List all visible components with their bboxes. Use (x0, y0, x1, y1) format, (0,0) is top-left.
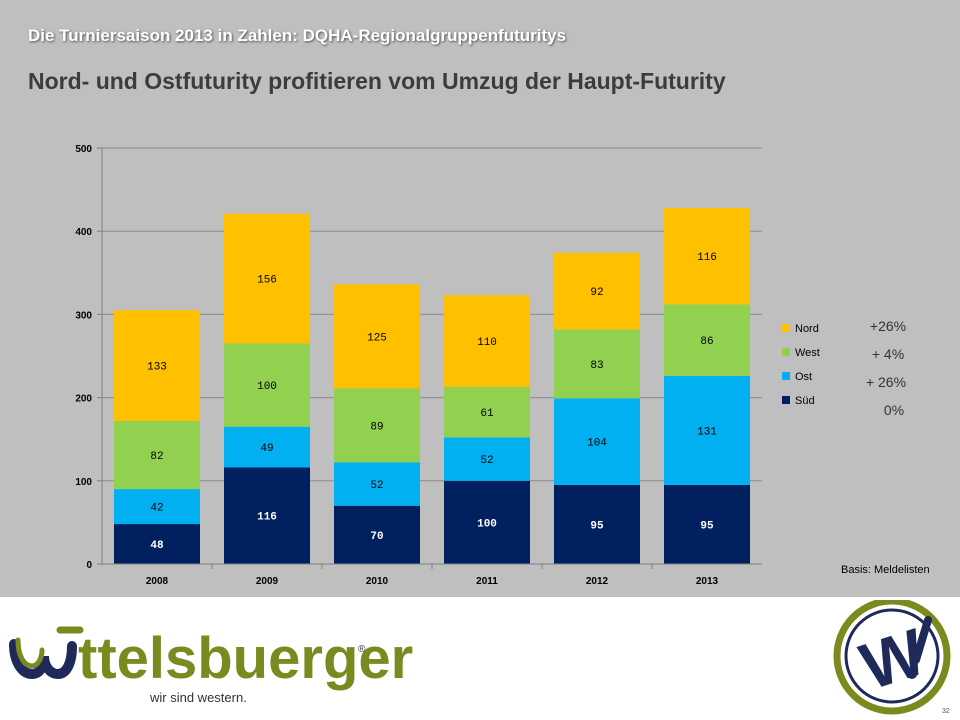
x-axis-ticks: 2008 2009 2010 2011 2012 2013 (146, 564, 719, 587)
brand-badge: W (833, 600, 951, 715)
data-label: 100 (257, 381, 277, 393)
bar-segment-west (114, 420, 200, 490)
bar-segment-nord (554, 252, 640, 330)
bar-segment-süd (334, 505, 420, 564)
bar-segment-west (444, 386, 530, 438)
x-tick-label: 2010 (366, 576, 389, 587)
y-tick-label: 500 (75, 144, 92, 155)
data-label: 52 (370, 480, 383, 492)
change-annotations: +26% + 4% + 26% 0% (866, 318, 906, 418)
brand-slogan: wir sind western. (150, 690, 247, 705)
bar-segment-ost (114, 489, 200, 525)
bar-segment-nord (664, 207, 750, 305)
bar-segment-süd (114, 524, 200, 564)
change-label-süd: 0% (884, 402, 904, 418)
data-label: 133 (147, 362, 167, 374)
legend-swatch (782, 396, 790, 404)
data-label: 110 (477, 337, 497, 349)
chart-gridlines (102, 147, 762, 565)
brand-wordmark: ttelsbuerger (78, 626, 413, 691)
data-label: 82 (150, 451, 163, 463)
chart-axes (101, 148, 762, 565)
data-label: 95 (590, 520, 604, 532)
data-label: 104 (587, 438, 607, 450)
x-tick-label: 2013 (696, 576, 719, 587)
chart-legend: Nord West Ost Süd (782, 323, 820, 407)
bar-segment-nord (224, 213, 310, 344)
registered-mark: ® (358, 644, 366, 655)
data-label: 49 (260, 443, 273, 455)
brand-logo-area: ttelsbuerger ® W (9, 600, 951, 715)
brand-w-mark (9, 626, 84, 680)
data-label: 52 (480, 455, 493, 467)
bar-segment-süd (444, 480, 530, 564)
bar-segment-süd (224, 467, 310, 564)
data-label: 131 (697, 426, 717, 438)
data-label: 95 (700, 520, 714, 532)
data-label: 125 (367, 332, 387, 344)
x-tick-label: 2009 (256, 576, 279, 587)
legend-swatch (782, 348, 790, 356)
data-label: 48 (150, 540, 164, 552)
chart-bars: 48 42 82 133 116 49 100 156 70 52 89 125 100 52 61 110 9… (114, 207, 750, 564)
data-label: 156 (257, 275, 277, 287)
y-tick-label: 100 (75, 477, 92, 488)
bar-segment-ost (444, 437, 530, 481)
bar-segment-west (664, 304, 750, 376)
data-label: 116 (697, 252, 717, 264)
bar-segment-ost (554, 398, 640, 485)
data-label: 42 (150, 503, 163, 515)
source-note: Basis: Meldelisten (841, 564, 930, 576)
bar-segment-ost (224, 426, 310, 468)
x-tick-label: 2012 (586, 576, 609, 587)
bar-segment-west (224, 343, 310, 427)
y-tick-label: 0 (86, 560, 92, 571)
y-tick-label: 200 (75, 394, 92, 405)
x-tick-label: 2008 (146, 576, 169, 587)
y-axis-ticks: 0 100 200 300 400 500 (75, 144, 102, 571)
bar-segment-nord (334, 284, 420, 389)
data-label: 116 (257, 512, 277, 524)
bar-segment-nord (114, 310, 200, 421)
legend-swatch (782, 324, 790, 332)
legend-label: Ost (795, 371, 812, 383)
data-label: 92 (590, 287, 603, 299)
data-label: 83 (590, 360, 603, 372)
change-label-ost: + 26% (866, 374, 906, 390)
bar-segment-süd (554, 484, 640, 564)
footer-band (0, 597, 960, 720)
bar-segment-nord (444, 295, 530, 387)
legend-label: Nord (795, 323, 819, 335)
legend-label: Süd (795, 395, 815, 407)
legend-item-west: West (782, 347, 820, 359)
slide-title: Nord- und Ostfuturity profitieren vom Um… (28, 68, 726, 94)
bar-segment-west (334, 388, 420, 463)
legend-item-ost: Ost (782, 371, 812, 383)
slide-supertitle: Die Turniersaison 2013 in Zahlen: DQHA-R… (28, 26, 567, 45)
brand-logo: ttelsbuerger ® (9, 626, 413, 691)
bar-segment-ost (664, 375, 750, 485)
change-label-nord: +26% (870, 318, 906, 334)
stacked-bar-chart: 0 100 200 300 400 500 48 42 82 133 116 49 100 156 70 5… (75, 144, 906, 587)
legend-swatch (782, 372, 790, 380)
bar-segment-süd (664, 484, 750, 564)
data-label: 89 (370, 421, 383, 433)
bar-segment-ost (334, 462, 420, 506)
legend-item-nord: Nord (782, 323, 819, 335)
change-label-west: + 4% (872, 346, 904, 362)
bar-segment-west (554, 329, 640, 399)
x-tick-label: 2011 (476, 576, 498, 587)
data-label: 70 (370, 531, 383, 543)
data-label: 61 (480, 408, 494, 420)
legend-item-süd: Süd (782, 395, 815, 407)
data-label: 86 (700, 336, 713, 348)
data-label: 100 (477, 518, 497, 530)
y-tick-label: 400 (75, 227, 92, 238)
legend-label: West (795, 347, 820, 359)
y-tick-label: 300 (75, 310, 92, 321)
page-number: 32 (942, 708, 950, 715)
